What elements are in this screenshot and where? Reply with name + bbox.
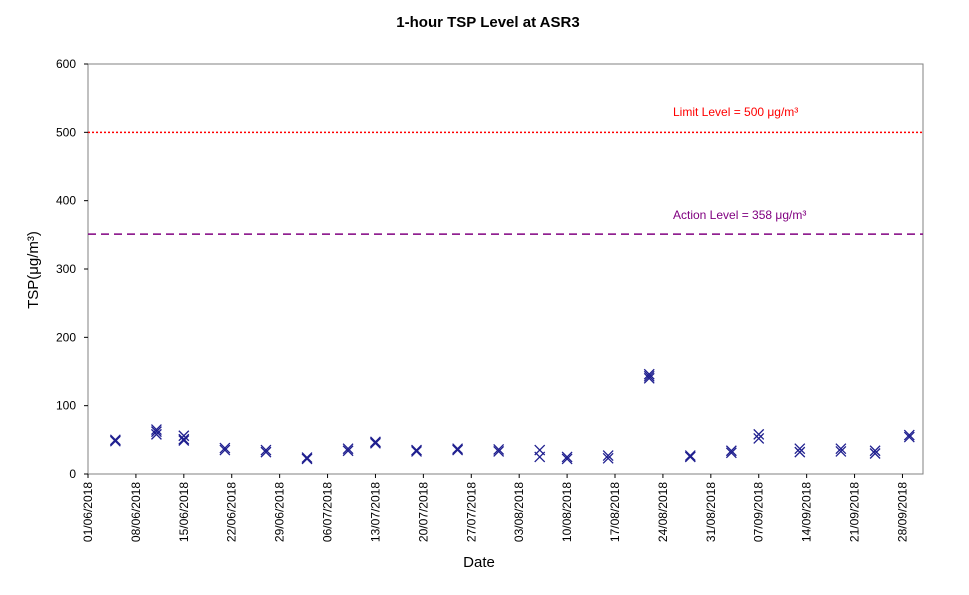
x-tick-label: 06/07/2018: [321, 482, 335, 542]
x-tick-label: 13/07/2018: [368, 482, 382, 542]
x-tick-label: 27/07/2018: [464, 482, 478, 542]
data-point: [301, 453, 313, 465]
data-point: [561, 453, 573, 465]
data-point: [835, 445, 847, 457]
x-tick-label: 29/06/2018: [273, 482, 287, 542]
limit-level-label: Limit Level = 500 μg/m³: [673, 105, 798, 119]
data-point: [178, 435, 190, 446]
data-point: [109, 434, 121, 446]
x-tick-label: 28/09/2018: [895, 482, 909, 542]
data-point: [725, 447, 737, 459]
data-point: [753, 433, 765, 444]
data-point: [219, 442, 231, 454]
x-tick-label: 07/09/2018: [752, 482, 766, 542]
data-point: [342, 443, 354, 455]
y-tick-label: 0: [69, 467, 76, 481]
data-point: [109, 435, 121, 447]
x-tick-label: 01/06/2018: [81, 482, 95, 542]
data-point: [794, 446, 806, 458]
y-tick-label: 100: [56, 399, 76, 413]
x-tick-label: 20/07/2018: [416, 482, 430, 542]
data-point: [150, 426, 162, 438]
data-point: [643, 370, 655, 382]
x-tick-label: 22/06/2018: [225, 482, 239, 542]
data-point: [684, 450, 696, 462]
data-point: [835, 443, 847, 455]
x-tick-label: 15/06/2018: [177, 482, 191, 542]
x-tick-label: 31/08/2018: [704, 482, 718, 542]
y-tick-label: 500: [56, 125, 76, 139]
y-axis: 0 100 200 300 400 500 600: [56, 57, 88, 481]
action-level-label: Action Level = 358 μg/m³: [673, 208, 806, 222]
data-point: [602, 450, 614, 462]
data-point: [411, 444, 422, 456]
data-point: [219, 444, 231, 456]
data-point: [150, 428, 162, 440]
data-point: [369, 436, 381, 448]
data-point: [561, 451, 573, 463]
data-point: [534, 444, 546, 456]
y-tick-label: 600: [56, 57, 76, 71]
y-axis-label: TSP(μg/m³): [25, 231, 42, 309]
data-point: [903, 429, 915, 441]
x-tick-label: 17/08/2018: [608, 482, 622, 542]
x-axis-label: Date: [463, 554, 495, 571]
data-point: [869, 448, 881, 459]
plot-area: [87, 63, 924, 475]
data-point: [643, 372, 655, 384]
x-tick-label: 21/09/2018: [848, 482, 862, 542]
data-point: [301, 452, 313, 464]
data-point: [684, 451, 696, 463]
data-point: [178, 430, 190, 442]
data-point: [903, 431, 915, 443]
x-tick-label: 08/06/2018: [129, 482, 143, 542]
x-tick-label: 14/09/2018: [800, 482, 814, 542]
y-tick-label: 400: [56, 194, 76, 208]
data-point: [869, 445, 881, 457]
data-point: [411, 445, 422, 457]
y-tick-label: 200: [56, 330, 76, 344]
x-tick-label: 03/08/2018: [512, 482, 526, 542]
data-point: [260, 444, 272, 456]
data-points: [109, 368, 915, 465]
data-point: [794, 443, 806, 455]
data-point: [753, 428, 765, 440]
data-point: [493, 445, 505, 457]
data-point: [643, 368, 655, 380]
data-point: [493, 443, 505, 455]
data-point: [602, 452, 614, 464]
x-tick-label: 10/08/2018: [560, 482, 574, 542]
x-axis: 01/06/2018 08/06/2018 15/06/2018 22/06/2018…: [81, 474, 909, 542]
data-point: [452, 443, 464, 455]
data-point: [342, 445, 354, 457]
data-point: [369, 437, 381, 449]
y-tick-label: 300: [56, 262, 76, 276]
data-point: [178, 433, 190, 445]
x-tick-label: 24/08/2018: [656, 482, 670, 542]
chart-title: 1-hour TSP Level at ASR3: [396, 14, 579, 31]
data-point: [725, 445, 737, 457]
data-point: [452, 444, 464, 456]
data-point: [260, 446, 272, 458]
reference-lines: Limit Level = 500 μg/m³ Action Level = 35…: [88, 105, 923, 235]
data-point: [150, 424, 162, 436]
